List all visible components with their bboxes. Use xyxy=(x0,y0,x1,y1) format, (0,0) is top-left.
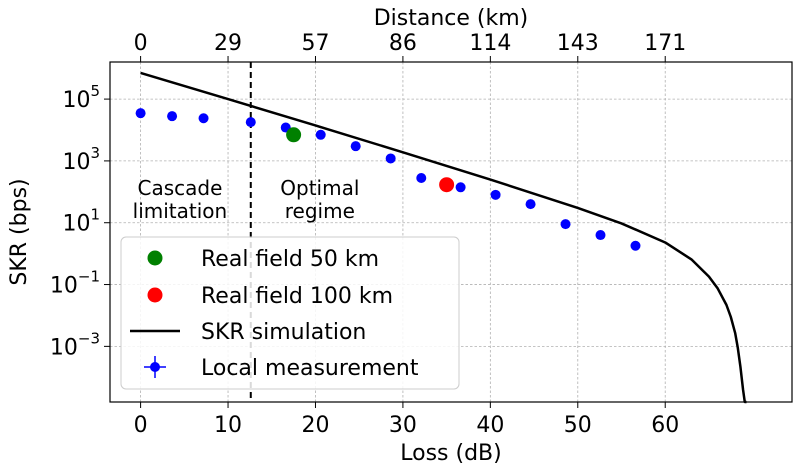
annotation-line: Cascade xyxy=(137,176,222,200)
y-axis-title: SKR (bps) xyxy=(7,178,32,285)
local-measurement-point xyxy=(595,230,606,241)
simulation-layer xyxy=(140,71,747,404)
y-tick-base: 10 xyxy=(50,274,78,299)
legend-marker xyxy=(147,287,163,303)
local-measurement-point xyxy=(490,189,501,200)
y-tick-exponent: 3 xyxy=(90,144,100,162)
y-tick-base: 10 xyxy=(50,335,78,360)
top-axis-title: Distance (km) xyxy=(374,6,529,31)
x-tick-label: 30 xyxy=(389,413,417,438)
local-measurement-point xyxy=(455,182,466,193)
y-tick-label: 105 xyxy=(62,82,100,113)
y-tick-label: 103 xyxy=(62,144,100,175)
annotation-line: Optimal xyxy=(280,176,359,200)
local-measurement-point xyxy=(198,113,209,124)
x-tick-label: 60 xyxy=(651,413,679,438)
legend-marker xyxy=(150,362,160,372)
legend: Real field 50 km Real field 100 km SKR sim… xyxy=(120,236,460,390)
local-measurement-point xyxy=(135,108,146,119)
local-measurement-point xyxy=(167,111,178,122)
local-measurement-point xyxy=(416,172,427,183)
x-tick-label: 40 xyxy=(476,413,504,438)
top-tick-label: 114 xyxy=(469,31,511,56)
tick-layer: 0 10 20 30 40 50 600 29 57 86 114 143 17110510310110… xyxy=(50,31,686,438)
top-tick-label: 86 xyxy=(389,31,417,56)
y-tick-base: 10 xyxy=(62,212,90,237)
top-tick-label: 29 xyxy=(214,31,242,56)
x-tick-label: 20 xyxy=(301,413,329,438)
y-tick-exponent: −3 xyxy=(78,329,100,347)
legend-label: SKR simulation xyxy=(201,320,366,345)
y-tick-exponent: 5 xyxy=(90,82,100,100)
top-tick-label: 57 xyxy=(301,31,329,56)
legend-label: Real field 50 km xyxy=(201,247,379,272)
skr-simulation-line xyxy=(140,71,747,404)
axes-frame xyxy=(109,61,793,403)
y-tick-base: 10 xyxy=(62,150,90,175)
point-layer xyxy=(135,108,641,251)
local-measurement-point xyxy=(560,219,571,230)
x-axis-title: Loss (dB) xyxy=(400,441,501,466)
legend-marker xyxy=(147,250,163,266)
annotation-layer: Cascade limitation Optimal regime xyxy=(133,176,360,223)
legend-label: Real field 100 km xyxy=(201,284,393,309)
y-tick-label: 101 xyxy=(62,206,100,237)
axes-frame-layer xyxy=(109,61,793,403)
y-tick-label: 10−1 xyxy=(50,268,100,299)
local-measurement-point xyxy=(245,117,256,128)
top-tick-label: 0 xyxy=(134,31,148,56)
local-measurement-point xyxy=(315,129,326,140)
real-field-100-km-point xyxy=(439,177,455,193)
y-tick-base: 10 xyxy=(62,88,90,113)
annotation-line: regime xyxy=(285,199,355,223)
annotation-line: limitation xyxy=(133,199,228,223)
annotation-0: Cascade limitation xyxy=(133,176,228,223)
x-tick-label: 0 xyxy=(134,413,148,438)
y-tick-exponent: −1 xyxy=(78,268,100,286)
y-tick-label: 10−3 xyxy=(50,329,100,360)
local-measurement-point xyxy=(630,240,641,251)
legend-label: Local measurement xyxy=(201,356,419,381)
local-measurement-point xyxy=(350,141,361,152)
local-measurement-point xyxy=(385,153,396,164)
annotation-1: Optimal regime xyxy=(280,176,359,223)
top-tick-label: 143 xyxy=(557,31,599,56)
real-field-50-km-point xyxy=(286,127,302,143)
x-tick-label: 50 xyxy=(564,413,592,438)
axis-title-layer: Loss (dB) Distance (km) SKR (bps) xyxy=(7,6,528,466)
legend-box xyxy=(120,236,460,390)
y-tick-exponent: 1 xyxy=(90,206,100,224)
top-tick-label: 171 xyxy=(644,31,686,56)
x-tick-label: 10 xyxy=(214,413,242,438)
local-measurement-point xyxy=(525,199,536,210)
